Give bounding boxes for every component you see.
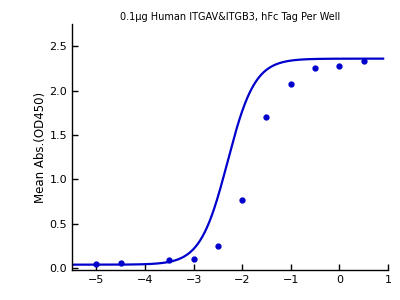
Y-axis label: Mean Abs.(OD450): Mean Abs.(OD450) — [34, 92, 47, 202]
Title: 0.1µg Human ITGAV&ITGB3, hFc Tag Per Well: 0.1µg Human ITGAV&ITGB3, hFc Tag Per Wel… — [120, 12, 340, 22]
